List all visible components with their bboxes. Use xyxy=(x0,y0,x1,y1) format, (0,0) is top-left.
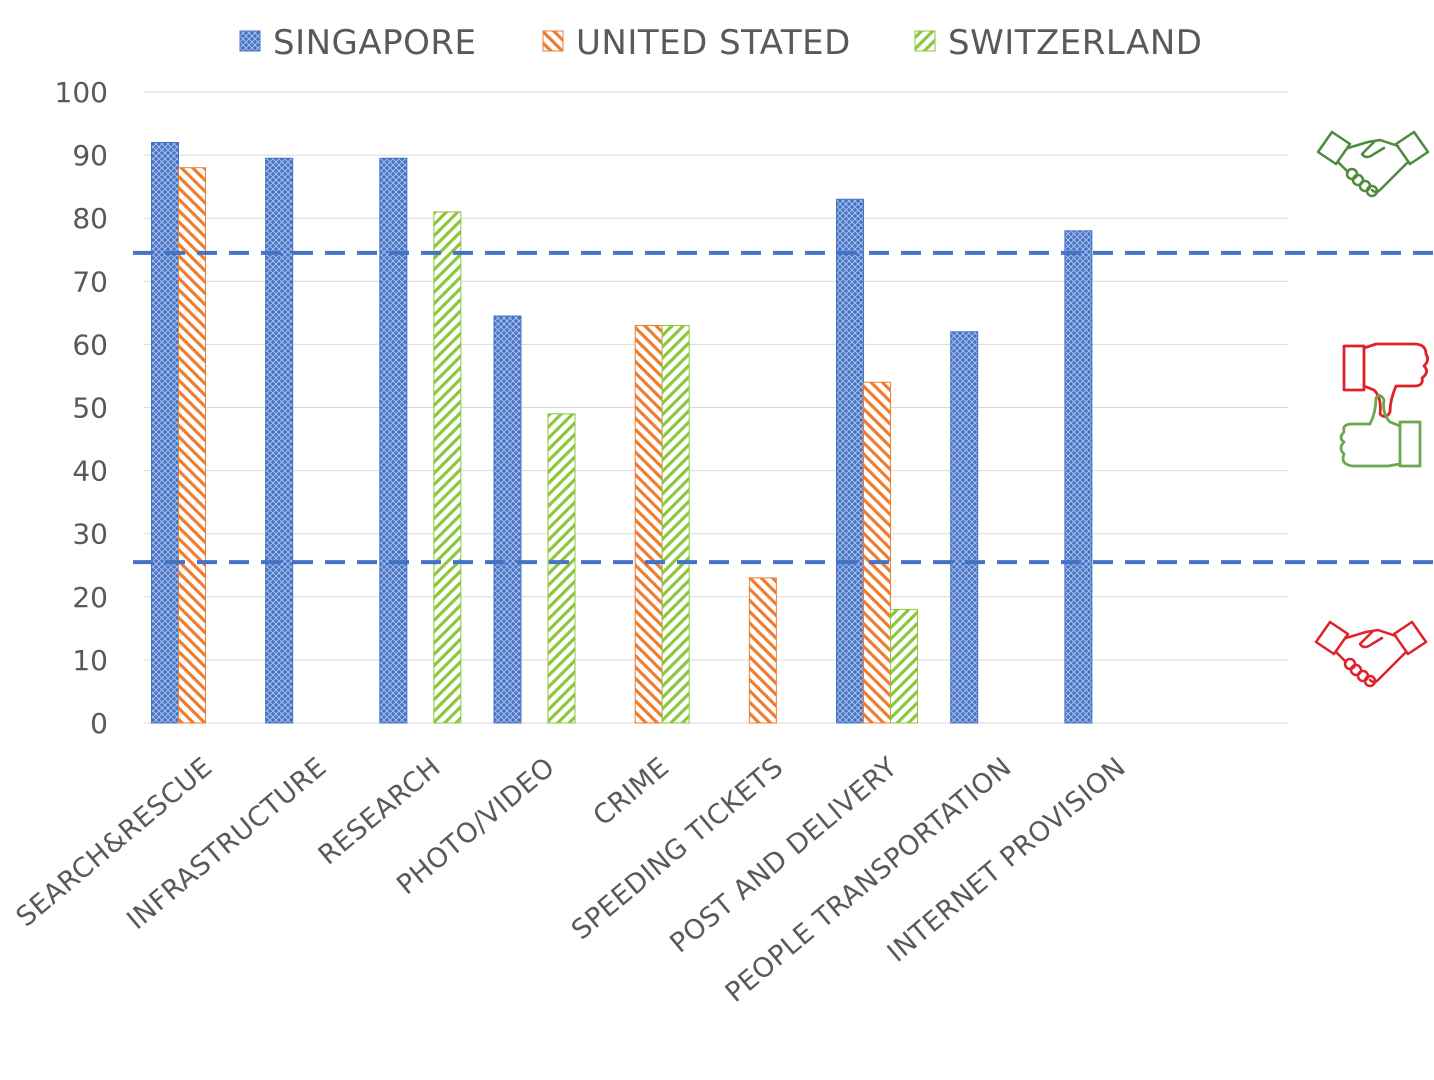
bar-singapore xyxy=(493,315,522,724)
bar-united-stated xyxy=(178,167,206,724)
y-tick-label: 20 xyxy=(72,581,108,614)
legend-label: UNITED STATED xyxy=(576,23,851,63)
legend-label: SINGAPORE xyxy=(273,23,477,63)
y-tick-label: 90 xyxy=(72,139,108,172)
legend: SINGAPORE UNITED STATED SWITZERLAND xyxy=(239,23,1203,63)
bar-singapore xyxy=(379,157,408,724)
thumbs-down-icon xyxy=(1342,342,1429,418)
y-tick-label: 0 xyxy=(90,707,108,740)
bar-united-stated xyxy=(863,381,892,724)
bar-switzerland xyxy=(547,413,576,724)
handshake-icon xyxy=(1316,130,1430,198)
y-axis: 0 10 20 30 40 50 60 70 80 90 100 xyxy=(55,76,108,740)
reference-lines xyxy=(133,250,1434,565)
y-tick-label: 80 xyxy=(72,202,108,235)
bar-switzerland xyxy=(661,324,690,724)
y-tick-label: 50 xyxy=(72,392,108,425)
bar-switzerland xyxy=(433,211,462,724)
x-axis: SEARCH&RESCUEINFRASTRUCTURERESEARCHPHOTO… xyxy=(11,752,1132,1009)
bar-singapore xyxy=(950,331,979,724)
x-tick-label: SEARCH&RESCUE xyxy=(11,752,219,934)
legend-swatch xyxy=(239,30,261,52)
y-tick-label: 40 xyxy=(72,455,108,488)
legend-swatch xyxy=(542,30,564,52)
legend-label: SWITZERLAND xyxy=(948,23,1203,63)
y-tick-label: 70 xyxy=(72,265,108,298)
x-tick-label: SPEEDING TICKETS xyxy=(566,752,789,947)
y-tick-label: 30 xyxy=(72,518,108,551)
x-tick-label: POST AND DELIVERY xyxy=(664,752,903,960)
bar-singapore xyxy=(836,198,865,724)
legend-swatch xyxy=(914,30,936,52)
handshake-icon xyxy=(1314,620,1428,688)
gridlines xyxy=(144,91,1288,724)
y-tick-label: 100 xyxy=(55,76,108,109)
x-tick-label: INFRASTRUCTURE xyxy=(121,752,332,936)
bars xyxy=(151,141,1093,724)
bar-singapore xyxy=(265,157,294,724)
bar-switzerland xyxy=(890,608,919,724)
thumbs-up-icon xyxy=(1339,394,1422,468)
bar-singapore xyxy=(151,141,179,724)
bar-united-stated xyxy=(748,577,777,724)
x-tick-label: CRIME xyxy=(588,752,676,833)
bar-singapore xyxy=(1064,230,1093,724)
y-tick-label: 60 xyxy=(72,328,108,361)
y-tick-label: 10 xyxy=(72,644,108,677)
bar-united-stated xyxy=(634,324,663,724)
